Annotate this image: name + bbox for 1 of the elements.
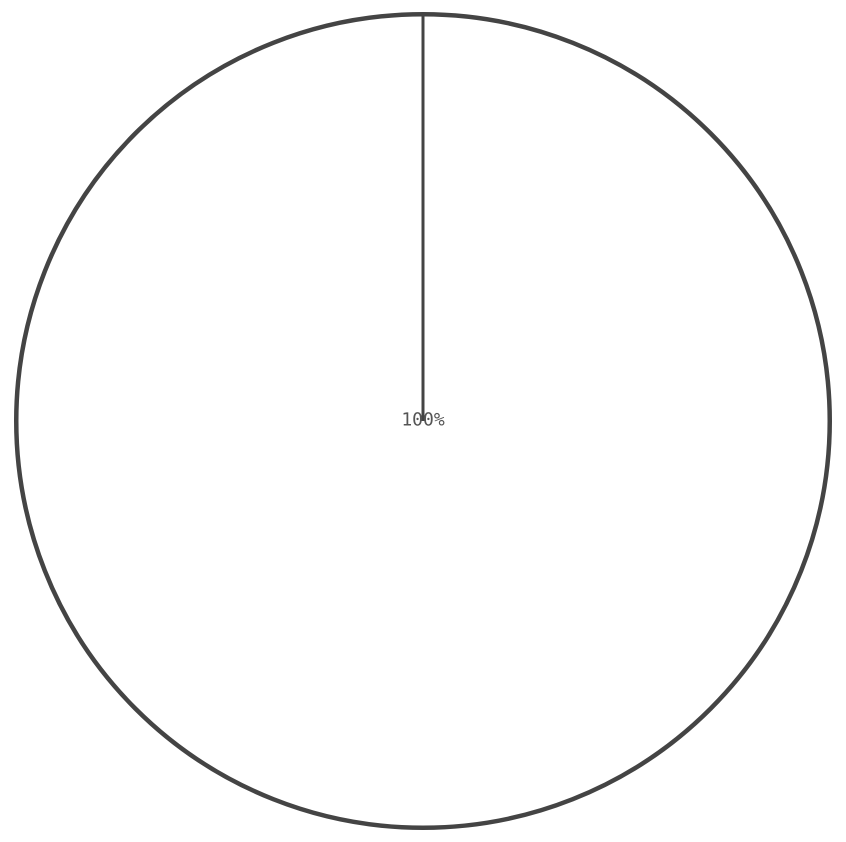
data-label: 100% [401, 410, 445, 431]
